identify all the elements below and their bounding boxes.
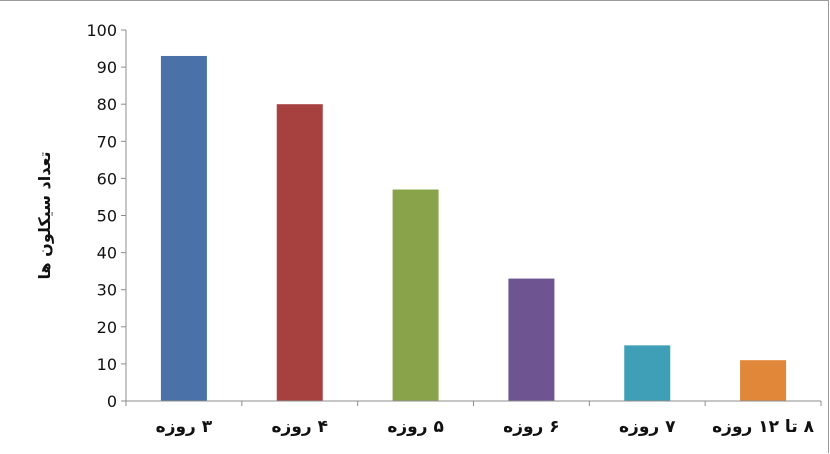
x-tick-label: ۷ روزه [619, 417, 676, 437]
y-axis: 0 10 20 30 40 50 60 70 80 90 100 [86, 21, 127, 411]
x-tick-label: ۶ روزه [503, 417, 560, 437]
y-axis-title: تعداد سیکلون ها [35, 151, 54, 279]
y-tick-label: 80 [97, 95, 117, 114]
y-tick-label: 40 [97, 244, 117, 263]
y-tick-label: 50 [97, 207, 117, 226]
bars [160, 55, 787, 401]
bar [392, 189, 439, 401]
x-tick-label: ۸ تا ۱۲ روزه [712, 417, 814, 437]
x-tick-label: ۳ روزه [156, 417, 213, 437]
y-tick-label: 90 [97, 58, 117, 77]
y-tick-label: 30 [97, 281, 117, 300]
bar [508, 278, 555, 401]
y-tick-label: 0 [107, 392, 117, 411]
x-tick-label: ۵ روزه [387, 417, 444, 437]
bar [740, 360, 787, 401]
x-axis: ۳ روزه ۴ روزه ۵ روزه ۶ روزه ۷ روزه ۸ تا ۱۲ رو… [125, 400, 822, 437]
y-tick-label: 60 [97, 169, 117, 188]
y-tick-label: 100 [86, 21, 117, 40]
x-tick-label: ۴ روزه [272, 417, 329, 437]
bar [160, 55, 207, 401]
bar [276, 104, 323, 401]
bar [624, 345, 671, 401]
y-tick-label: 20 [97, 318, 117, 337]
y-tick-label: 70 [97, 132, 117, 151]
y-tick-label: 10 [97, 355, 117, 374]
